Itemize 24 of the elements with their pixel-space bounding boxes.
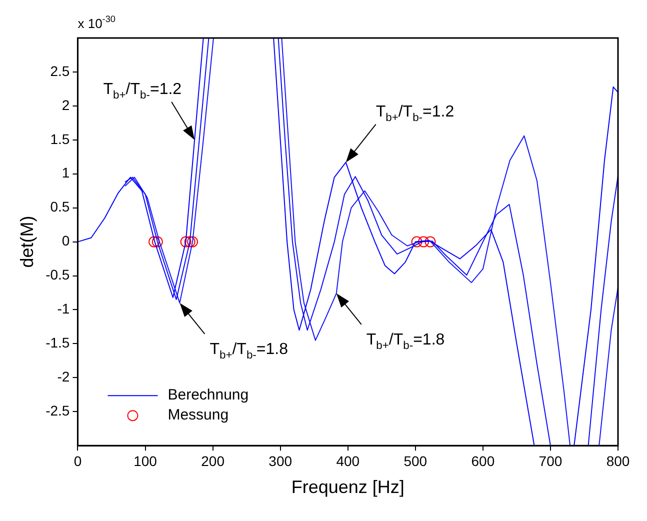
y-tick-label: -1 (57, 300, 70, 317)
x-tick-label: 100 (134, 452, 158, 469)
x-tick-label: 800 (606, 452, 630, 469)
y-tick-label: 2.5 (50, 62, 70, 79)
x-tick-label: 0 (74, 452, 82, 469)
x-tick-label: 200 (201, 452, 225, 469)
y-axis-title: det(M) (16, 216, 37, 268)
x-tick-label: 300 (268, 452, 292, 469)
y-tick-label: 2 (62, 96, 70, 113)
x-tick-label: 400 (336, 452, 360, 469)
x-tick-label: 600 (471, 452, 495, 469)
y-tick-label: -2.5 (46, 402, 70, 418)
legend-label: Messung (168, 406, 229, 424)
y-tick-label: -0.5 (46, 266, 70, 283)
x-tick-label: 700 (538, 452, 562, 469)
y-tick-label: -2 (57, 368, 70, 385)
y-tick-label: 1 (62, 164, 70, 181)
x-axis-title: Frequenz [Hz] (291, 477, 404, 498)
y-tick-label: 1.5 (50, 130, 70, 147)
y-tick-label: 0 (62, 232, 70, 249)
x-tick-label: 500 (404, 452, 428, 469)
legend-label: Berechnung (168, 386, 249, 404)
y-tick-label: 0.5 (50, 198, 70, 215)
y-tick-label: -1.5 (46, 334, 70, 351)
